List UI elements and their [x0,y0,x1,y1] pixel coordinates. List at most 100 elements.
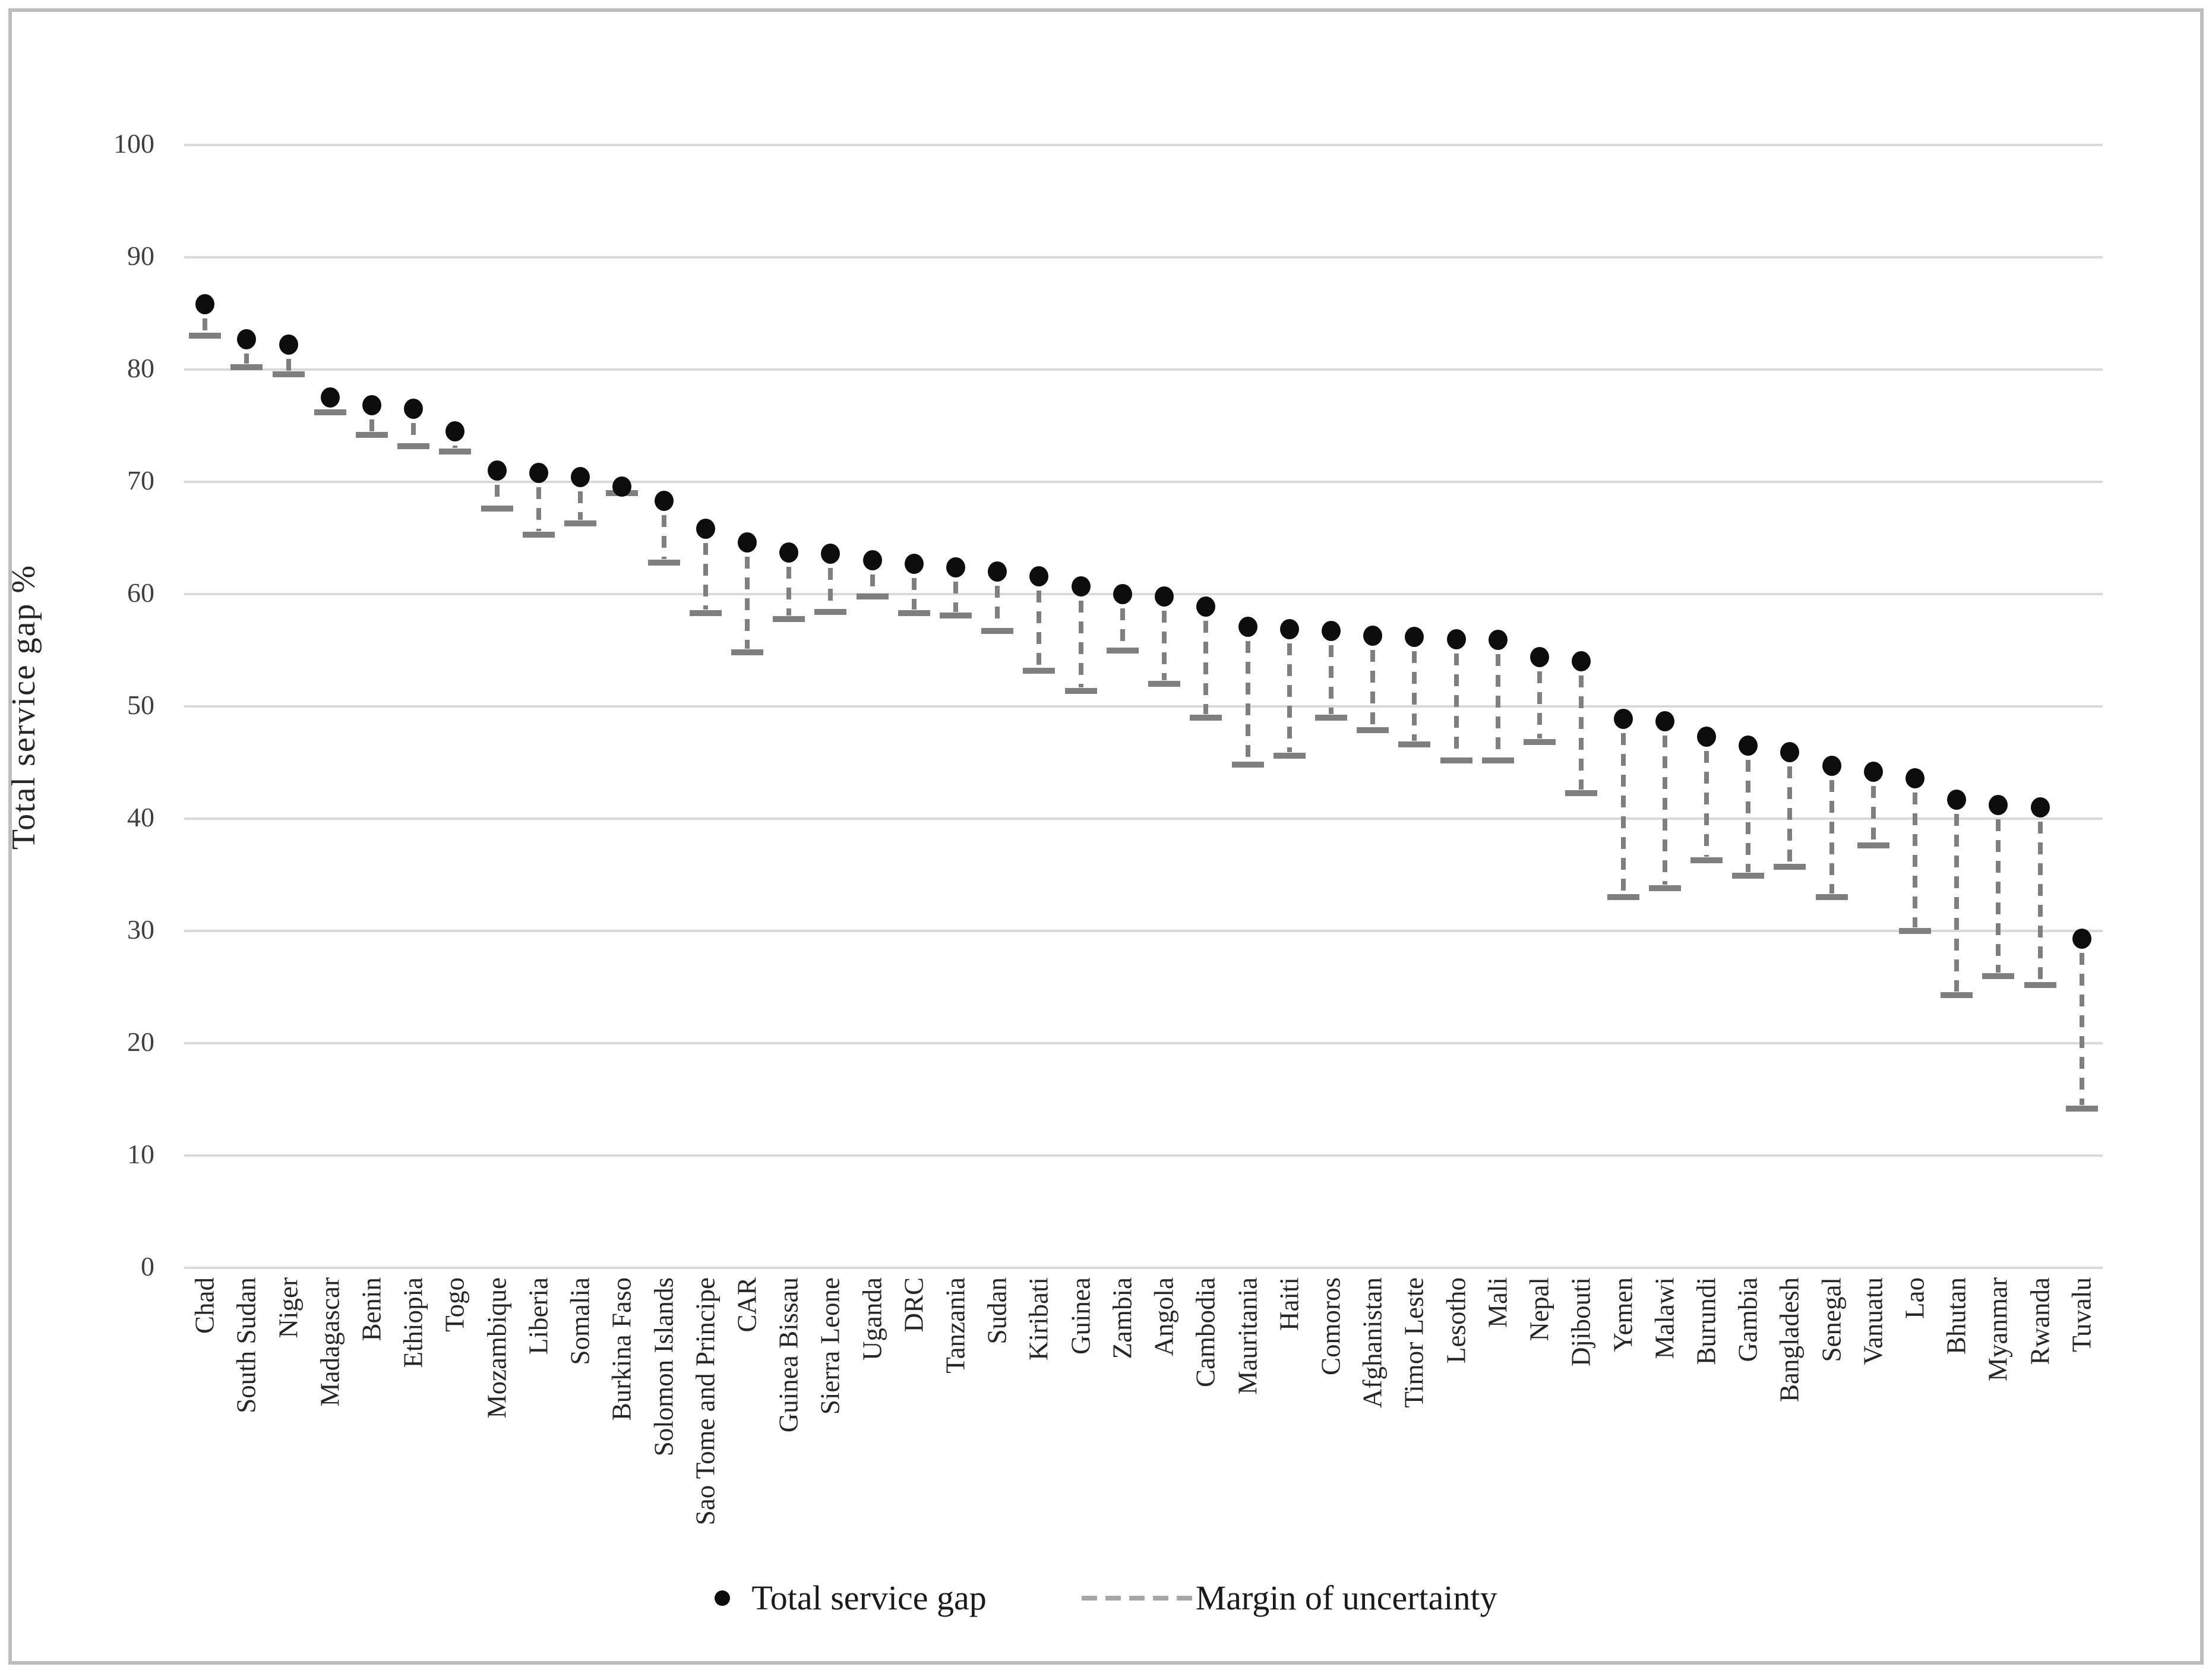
uncertainty-lower-cap-Somalia [564,520,597,526]
gridline-40 [184,817,2103,820]
data-point-Zambia [1113,584,1132,604]
x-category-label-Lao: Lao [1900,1277,1930,1319]
uncertainty-whisker-Zambia [1120,608,1125,647]
uncertainty-lower-cap-Tanzania [940,612,972,618]
uncertainty-whisker-Gambia [1746,760,1751,873]
uncertainty-whisker-Sao Tome and Principe [703,543,708,610]
uncertainty-lower-cap-Bangladesh [1774,864,1806,870]
data-point-Togo [445,421,465,441]
x-category-label-text: Myanmar [1983,1277,2013,1381]
x-category-label-Gambia: Gambia [1733,1277,1763,1362]
data-point-Kiribati [1029,566,1049,586]
uncertainty-whisker-Cambodia [1203,620,1209,714]
uncertainty-whisker-Angola [1162,610,1167,681]
x-category-label-text: Nepal [1524,1277,1554,1341]
data-point-Solomon Islands [654,491,674,512]
uncertainty-whisker-Sudan [995,586,1000,628]
x-category-label-Comoros: Comoros [1316,1277,1345,1375]
x-category-label-text: Guinea Bissau [773,1277,804,1433]
y-tick-label-100: 100 [113,128,154,159]
uncertainty-lower-cap-Cambodia [1190,714,1222,721]
legend-item-margin-of-uncertainty: Margin of uncertainty [1081,1578,1497,1618]
uncertainty-lower-cap-Guinea Bissau [773,615,805,622]
uncertainty-lower-cap-Afghanistan [1357,727,1389,733]
x-category-label-text: Tuvalu [2066,1277,2097,1352]
x-category-label-Zambia: Zambia [1107,1277,1137,1359]
x-category-label-Nepal: Nepal [1524,1277,1554,1341]
data-point-Mali [1488,630,1508,651]
x-category-label-text: Sierra Leone [815,1277,845,1415]
data-point-Chad [195,294,215,315]
chart-frame [8,8,2204,1665]
data-point-DRC [904,553,924,574]
uncertainty-lower-cap-Gambia [1732,873,1765,879]
x-category-label-Tuvalu: Tuvalu [2066,1277,2097,1352]
plot-area [184,144,2103,1269]
x-category-label-text: Tanzania [940,1277,971,1374]
data-point-Nepal [1530,646,1550,667]
uncertainty-whisker-Sierra Leone [828,567,833,609]
y-tick-label-30: 30 [127,914,154,945]
x-category-label-text: Senegal [1816,1277,1847,1362]
uncertainty-whisker-Togo [453,445,458,448]
legend-label-total-service-gap: Total service gap [751,1579,987,1617]
x-category-label-Solomon Islands: Solomon Islands [649,1277,678,1456]
x-category-label-text: Benin [356,1277,387,1341]
x-category-label-text: Madagascar [315,1277,345,1407]
x-category-label-text: Somalia [565,1277,595,1365]
uncertainty-whisker-Guinea Bissau [786,567,792,615]
uncertainty-lower-cap-South Sudan [230,364,263,371]
x-category-label-Chad: Chad [190,1277,220,1334]
uncertainty-lower-cap-Bhutan [1941,992,1973,998]
x-category-label-Tanzania: Tanzania [940,1277,971,1374]
x-category-label-Benin: Benin [356,1277,387,1341]
data-point-Gambia [1739,736,1758,756]
uncertainty-lower-cap-Vanuatu [1857,842,1889,849]
x-category-label-text: Bangladesh [1774,1277,1805,1402]
gridline-10 [184,1154,2103,1157]
x-category-label-text: Afghanistan [1357,1277,1388,1408]
x-category-label-text: Bhutan [1941,1277,1971,1355]
uncertainty-whisker-Nepal [1537,671,1543,739]
data-point-Malawi [1655,711,1674,731]
gridline-20 [184,1042,2103,1044]
uncertainty-lower-cap-Nepal [1524,739,1556,746]
y-tick-label-60: 60 [127,577,154,608]
uncertainty-lower-cap-Haiti [1273,753,1306,759]
data-point-Djibouti [1572,651,1591,672]
data-point-CAR [737,532,757,553]
data-point-Guinea Bissau [779,542,799,563]
data-point-Haiti [1279,618,1299,639]
x-category-label-text: CAR [732,1277,762,1333]
uncertainty-lower-cap-Guinea [1064,687,1097,694]
uncertainty-whisker-Mauritania [1245,640,1250,762]
x-category-label-text: Djibouti [1566,1277,1596,1367]
uncertainty-lower-cap-Sao Tome and Principe [689,610,722,617]
x-category-label-Madagascar: Madagascar [315,1277,345,1407]
uncertainty-lower-cap-Togo [439,448,472,454]
x-category-label-text: Sudan [982,1277,1012,1344]
uncertainty-whisker-Tuvalu [2079,953,2084,1105]
data-point-Lesotho [1446,629,1466,649]
x-category-label-Mozambique: Mozambique [482,1277,511,1418]
x-category-label-Burundi: Burundi [1691,1277,1721,1365]
gridline-30 [184,930,2103,932]
uncertainty-lower-cap-Sierra Leone [814,609,847,615]
uncertainty-lower-cap-Mozambique [481,506,513,512]
data-point-Sierra Leone [821,543,840,564]
uncertainty-lower-cap-Burundi [1690,857,1723,863]
uncertainty-whisker-CAR [744,557,750,649]
y-tick-label-10: 10 [127,1139,154,1169]
uncertainty-lower-cap-Madagascar [314,409,346,415]
uncertainty-lower-cap-Myanmar [1982,973,2015,979]
uncertainty-lower-cap-Mauritania [1231,762,1264,768]
x-category-label-Mali: Mali [1483,1277,1512,1328]
uncertainty-whisker-DRC [911,577,917,610]
x-category-label-text: Gambia [1733,1277,1763,1362]
uncertainty-lower-cap-Niger [272,371,305,377]
uncertainty-lower-cap-Mali [1481,757,1514,763]
data-point-Senegal [1822,756,1841,776]
x-category-label-Djibouti: Djibouti [1566,1277,1596,1367]
uncertainty-whisker-Djibouti [1579,675,1584,790]
legend-label-margin-of-uncertainty: Margin of uncertainty [1195,1579,1497,1617]
